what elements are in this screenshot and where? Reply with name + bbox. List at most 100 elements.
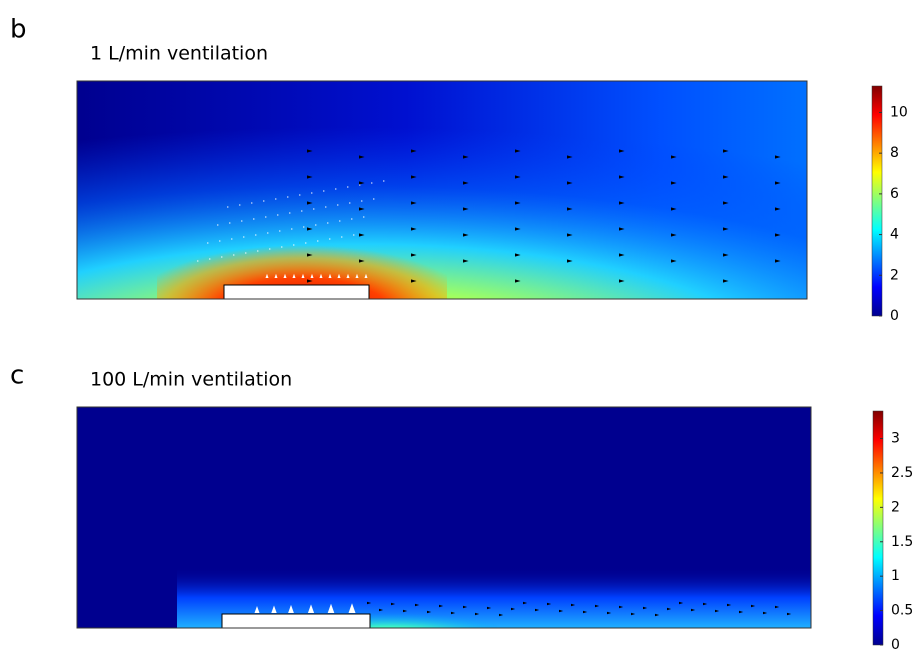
flow-arrow (619, 605, 624, 609)
flow-arrow (535, 608, 540, 612)
flow-arrow (775, 207, 781, 211)
flow-arrow (655, 613, 660, 617)
flow-arrow (243, 236, 246, 238)
flow-arrow (775, 259, 781, 263)
flow-arrow (391, 602, 396, 606)
colorbar (872, 410, 884, 646)
flow-arrow (451, 611, 456, 615)
colorbar-tick-label: 1 (891, 568, 900, 584)
flow-arrow (359, 259, 365, 263)
flow-arrow (337, 273, 341, 278)
flow-arrow (499, 613, 504, 617)
flow-arrow (619, 201, 625, 205)
flow-arrow (383, 180, 386, 182)
plot-frame (76, 80, 808, 300)
colorbar-tick-label: 2 (890, 267, 899, 283)
flow-arrow (353, 234, 356, 236)
flow-arrow (723, 175, 729, 179)
flow-arrow (359, 181, 365, 185)
flow-arrow (221, 256, 224, 258)
flow-arrow (631, 612, 636, 616)
colorbar (871, 85, 883, 317)
panel-b: b 1 L/min ventilation (10, 15, 883, 317)
flow-arrow (567, 233, 573, 237)
flow-arrow (571, 603, 576, 607)
flow-arrow (775, 605, 780, 609)
flow-arrow (279, 230, 282, 232)
flow-arrow (463, 233, 469, 237)
flow-arrow (475, 612, 480, 616)
field (77, 81, 807, 299)
flow-arrow (335, 188, 338, 190)
flow-arrow (217, 224, 220, 226)
chart-title: 1 L/min ventilation (90, 43, 268, 65)
flow-arrow (255, 234, 258, 236)
flow-arrow (277, 214, 280, 216)
flow-arrow (351, 218, 354, 220)
flow-arrow (411, 149, 417, 153)
flow-arrow (775, 155, 781, 159)
flow-arrow (511, 607, 516, 611)
flow-arrow (439, 604, 444, 608)
flow-arrow (583, 610, 588, 614)
flow-arrow (671, 233, 677, 237)
flow-arrow (723, 227, 729, 231)
flow-arrow (763, 611, 768, 615)
flow-arrow (515, 279, 521, 283)
flow-arrow (671, 155, 677, 159)
panel-label: b (10, 15, 27, 45)
flow-arrow (301, 273, 305, 278)
flow-arrow (359, 207, 365, 211)
flow-arrow (775, 181, 781, 185)
flow-arrow (515, 149, 521, 153)
colorbar-tick-label: 2 (891, 499, 900, 515)
flow-arrow (567, 259, 573, 263)
flow-arrow (595, 604, 600, 608)
flow-arrow (307, 149, 313, 153)
flow-arrow (229, 222, 232, 224)
flow-arrow (463, 181, 469, 185)
flow-arrow (310, 273, 314, 278)
flow-arrow (305, 242, 308, 244)
flow-arrow (197, 260, 200, 262)
flow-arrow (281, 246, 284, 248)
flow-arrow (323, 190, 326, 192)
flow-arrow (775, 233, 781, 237)
flow-arrow (619, 149, 625, 153)
flow-arrow (307, 201, 313, 205)
flow-arrow (359, 155, 365, 159)
flow-arrow (231, 238, 234, 240)
flow-arrow (355, 273, 359, 278)
flow-arrow (619, 227, 625, 231)
flow-arrow (263, 200, 266, 202)
flow-arrow (303, 226, 306, 228)
flow-arrow (515, 253, 521, 257)
flow-arrow (691, 608, 696, 612)
flow-arrow (515, 175, 521, 179)
flow-arrow (411, 253, 417, 257)
flow-arrow (427, 610, 432, 614)
colorbar-tick-label: 10 (890, 104, 908, 120)
colorbar-tick-label: 0.5 (891, 603, 913, 619)
flow-arrow (293, 244, 296, 246)
flow-arrow (317, 240, 320, 242)
flow-arrow (271, 605, 277, 613)
flow-arrow (667, 607, 672, 611)
flow-arrow (267, 232, 270, 234)
flow-arrow (339, 220, 342, 222)
flow-arrow (291, 228, 294, 230)
colorbar-tick-label: 0 (891, 637, 900, 652)
flow-arrow (341, 236, 344, 238)
flow-arrow (715, 609, 720, 613)
flow-arrow (463, 155, 469, 159)
flow-arrow (346, 273, 350, 278)
flow-arrow (411, 175, 417, 179)
flow-arrow (253, 218, 256, 220)
flow-arrow (367, 601, 372, 605)
flow-arrow (723, 279, 729, 283)
flow-arrow (515, 227, 521, 231)
flow-arrow (411, 227, 417, 231)
flow-arrow (671, 181, 677, 185)
flow-arrow (347, 186, 350, 188)
flow-arrow (299, 194, 302, 196)
